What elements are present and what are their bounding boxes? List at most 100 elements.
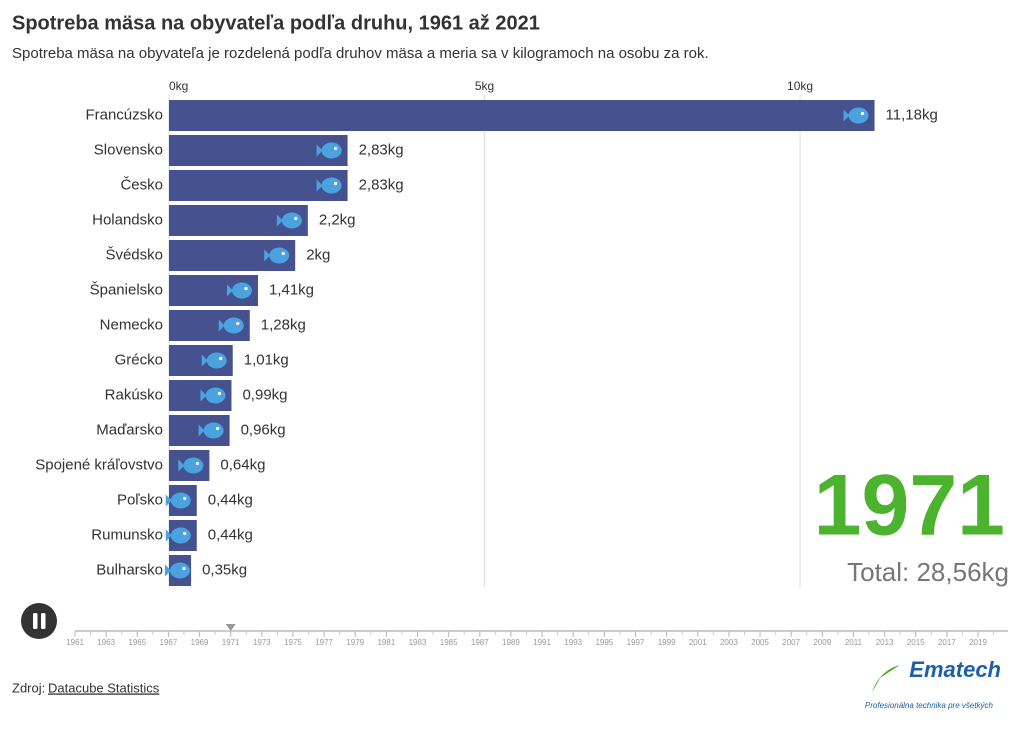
value-label: 1,01kg — [244, 351, 289, 368]
fish-icon — [165, 492, 191, 509]
y-tick-label: Česko — [120, 176, 163, 193]
x-tick-label: 0kg — [169, 79, 188, 93]
timeline-label: 1973 — [253, 638, 271, 647]
fish-icon — [165, 527, 191, 544]
x-tick-label: 5kg — [475, 79, 494, 93]
logo: Ematech — [909, 657, 1001, 682]
value-label: 0,44kg — [208, 491, 253, 508]
fish-body — [183, 457, 204, 474]
timeline-label: 1965 — [128, 638, 146, 647]
x-tick-label: 10kg — [787, 79, 813, 93]
fish-body — [321, 177, 342, 194]
fish-tail — [226, 284, 233, 297]
fish-icon — [201, 352, 227, 369]
y-tick-label: Švédsko — [105, 246, 163, 263]
fish-icon — [226, 282, 252, 299]
fish-eye — [294, 216, 298, 221]
timeline-label: 2019 — [969, 638, 987, 647]
pause-bar[interactable] — [33, 613, 38, 629]
timeline-label: 1991 — [533, 638, 551, 647]
value-label: 0,99kg — [242, 386, 287, 403]
timeline-label: 2009 — [813, 638, 831, 647]
fish-eye — [215, 426, 220, 431]
timeline-label: 2007 — [782, 638, 800, 647]
y-tick-label: Slovensko — [94, 141, 163, 158]
fish-eye — [236, 321, 240, 326]
fish-body — [269, 247, 290, 264]
y-tick-label: Maďarsko — [96, 421, 163, 438]
timeline-label: 2015 — [907, 638, 925, 647]
timeline-label: 1963 — [97, 638, 115, 647]
y-tick-label: Rakúsko — [105, 386, 163, 403]
timeline-label: 1997 — [627, 638, 645, 647]
fish-eye — [183, 496, 187, 501]
timeline-label: 1993 — [564, 638, 582, 647]
timeline-label: 1969 — [191, 638, 209, 647]
fish-eye — [333, 146, 338, 151]
timeline-label: 1987 — [471, 638, 489, 647]
value-label: 11,18kg — [886, 106, 938, 123]
timeline-label: 1985 — [440, 638, 458, 647]
fish-icon — [316, 177, 342, 194]
fish-icon — [264, 247, 290, 264]
source-prefix: Zdroj: — [12, 680, 45, 695]
fish-icon — [165, 562, 190, 579]
fish-body — [170, 562, 190, 579]
fish-icon — [178, 457, 204, 474]
timeline-label: 2011 — [845, 638, 863, 647]
pause-bar[interactable] — [41, 613, 46, 629]
timeline-label: 2013 — [876, 638, 894, 647]
value-label: 0,35kg — [202, 561, 247, 578]
timeline-label: 1989 — [502, 638, 520, 647]
year-label: 1971 — [814, 458, 1005, 554]
fish-eye — [244, 286, 248, 291]
fish-tail — [218, 319, 225, 332]
fish-eye — [860, 111, 865, 116]
fish-body — [203, 422, 224, 439]
y-tick-label: Grécko — [115, 351, 163, 368]
fish-body — [231, 282, 252, 299]
chart-subtitle: Spotreba mäsa na obyvateľa je rozdelená … — [12, 45, 709, 62]
timeline-label: 1961 — [66, 638, 84, 647]
fish-tail — [316, 179, 323, 192]
fish-icon — [200, 387, 226, 404]
timeline-label: 1983 — [409, 638, 427, 647]
timeline-label: 2001 — [689, 638, 707, 647]
value-label: 1,41kg — [269, 281, 314, 298]
pause-circle[interactable] — [21, 603, 57, 639]
y-tick-label: Spojené kráľovstvo — [35, 456, 163, 473]
y-tick-label: Bulharsko — [96, 561, 163, 578]
fish-eye — [219, 356, 223, 361]
pause-button[interactable] — [21, 603, 57, 639]
source-link[interactable]: Datacube Statistics — [48, 680, 160, 695]
fish-eye — [183, 531, 187, 536]
fish-tail — [276, 214, 283, 227]
chart-title: Spotreba mäsa na obyvateľa podľa druhu, … — [12, 12, 540, 34]
y-tick-label: Nemecko — [100, 316, 163, 333]
timeline-label: 1999 — [658, 638, 676, 647]
logo-swoosh — [872, 665, 900, 692]
timeline-pointer — [225, 624, 236, 631]
logo-tagline: Profesionálna technika pre všetkých — [865, 701, 994, 710]
value-label: 0,64kg — [220, 456, 265, 473]
fish-body — [321, 142, 342, 159]
fish-eye — [195, 461, 199, 466]
value-label: 0,96kg — [241, 421, 286, 438]
fish-body — [170, 527, 191, 544]
fish-body — [170, 492, 191, 509]
y-tick-label: Španielsko — [90, 281, 163, 298]
value-label: 2kg — [306, 246, 330, 263]
fish-eye — [217, 391, 222, 396]
fish-body — [205, 387, 226, 404]
y-tick-label: Holandsko — [92, 211, 163, 228]
fish-tail — [264, 249, 271, 262]
fish-tail — [843, 109, 850, 122]
fish-body — [848, 107, 869, 124]
fish-tail — [200, 389, 207, 402]
fish-icon — [316, 142, 342, 159]
value-label: 2,2kg — [319, 211, 356, 228]
fish-body — [281, 212, 302, 229]
fish-icon — [276, 212, 302, 229]
timeline-label: 1995 — [595, 638, 613, 647]
